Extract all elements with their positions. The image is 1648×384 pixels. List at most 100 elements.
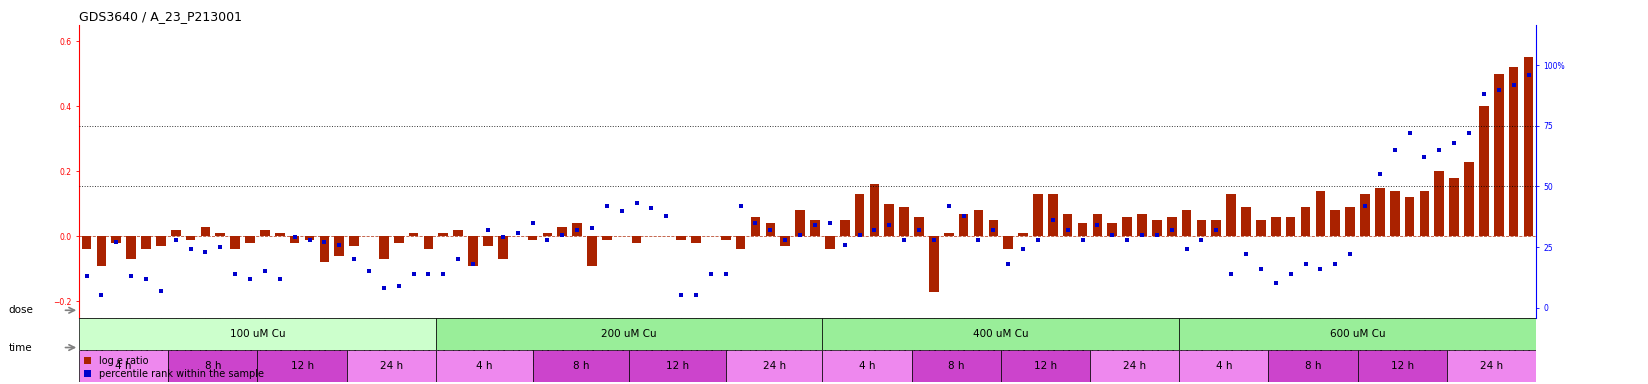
Point [771,237,798,243]
Bar [409,233,419,237]
Bar [1345,207,1355,237]
Bar [572,223,582,237]
Bar [959,214,969,237]
Bar [1360,194,1369,237]
Point [1485,86,1511,93]
Bar [1093,214,1103,237]
Bar [532,350,630,382]
Bar [989,220,999,237]
Point [803,222,829,228]
Point [1470,91,1496,98]
Point [1040,217,1066,223]
Bar [911,350,1000,382]
Text: 200 uM Cu: 200 uM Cu [602,329,658,339]
Text: 600 uM Cu: 600 uM Cu [1330,329,1386,339]
Point [817,220,844,226]
Bar [725,350,822,382]
Bar [201,227,211,237]
Bar [1447,350,1536,382]
Point [1099,232,1126,238]
Point [1233,251,1259,257]
Bar [630,350,725,382]
Bar [587,237,597,266]
Point [1129,232,1155,238]
Bar [1196,220,1206,237]
Point [966,237,992,243]
Bar [157,237,166,246]
Bar [1510,67,1518,237]
Bar [1063,214,1073,237]
Bar [305,237,315,240]
Bar [1271,217,1280,237]
Bar [1285,217,1295,237]
Point [489,234,516,240]
Bar [1449,178,1458,237]
Bar [1048,194,1058,237]
Point [1322,261,1348,267]
Point [148,288,175,294]
Point [386,283,412,289]
Point [682,293,709,299]
Bar [438,233,448,237]
Point [1025,237,1051,243]
Legend: log e ratio, percentile rank within the sample: log e ratio, percentile rank within the … [84,356,264,379]
Point [549,232,575,238]
Bar [320,237,330,262]
Point [1070,237,1096,243]
Point [1426,147,1452,153]
Point [475,227,501,233]
Point [297,237,323,243]
Point [89,293,115,299]
Point [667,293,694,299]
Bar [1269,350,1358,382]
Bar [79,318,435,350]
Point [638,205,664,211]
Point [1455,130,1482,136]
Point [653,212,679,218]
Point [1396,130,1422,136]
Bar [870,184,880,237]
Bar [811,220,819,237]
Point [1381,147,1407,153]
Point [712,271,738,277]
Point [519,220,545,226]
Point [119,273,145,279]
Bar [631,237,641,243]
Bar [1004,237,1014,249]
Bar [1419,191,1429,237]
Bar [1495,74,1503,237]
Text: 12 h: 12 h [290,361,313,371]
Text: 400 uM Cu: 400 uM Cu [972,329,1028,339]
Point [237,275,264,281]
Point [208,244,234,250]
Bar [335,237,344,256]
Point [756,227,783,233]
Bar [346,350,435,382]
Bar [915,217,925,237]
Bar [796,210,804,237]
Bar [1463,162,1473,237]
Bar [79,350,168,382]
Bar [1404,197,1414,237]
Point [415,271,442,277]
Bar [1330,210,1340,237]
Bar [1256,220,1266,237]
Text: 4 h: 4 h [476,361,493,371]
Point [430,271,456,277]
Point [267,275,293,281]
Point [1351,203,1378,209]
Point [578,225,605,231]
Text: 8 h: 8 h [204,361,221,371]
Point [1248,266,1274,272]
Bar [171,230,181,237]
Bar [275,233,285,237]
Bar [127,237,137,259]
Point [936,203,962,209]
Point [742,220,768,226]
Point [356,268,382,274]
Text: 24 h: 24 h [763,361,786,371]
Point [892,237,918,243]
Bar [676,237,686,240]
Point [727,203,753,209]
Point [921,237,948,243]
